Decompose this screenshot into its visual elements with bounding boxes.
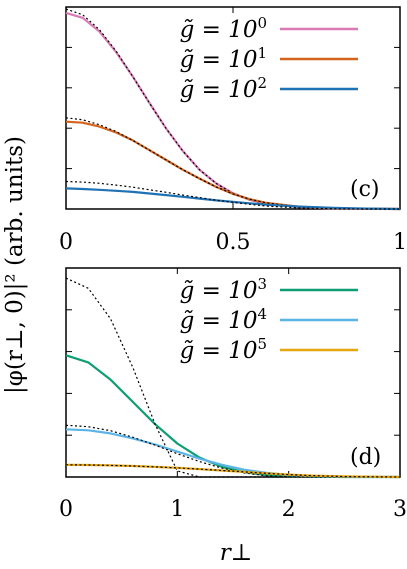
x-tick-label: 1 bbox=[170, 497, 184, 522]
panel-label: (d) bbox=[350, 445, 381, 470]
x-tick-label: 0 bbox=[59, 230, 73, 255]
legend-label: g̃ = 103 bbox=[180, 275, 267, 304]
y-axis-label: |φ(r⊥, 0)|² (arb. units) bbox=[2, 136, 28, 394]
legend-label: g̃ = 102 bbox=[180, 74, 267, 103]
panel-label: (c) bbox=[350, 177, 380, 202]
approx-line-5 bbox=[65, 464, 401, 478]
x-tick-label: 0 bbox=[59, 497, 73, 522]
approx-line-3 bbox=[65, 277, 400, 478]
legend-label: g̃ = 104 bbox=[180, 305, 267, 334]
legend-label: g̃ = 101 bbox=[180, 44, 267, 73]
approx-line-4 bbox=[65, 424, 400, 478]
x-axis-label: r⊥ bbox=[220, 540, 253, 566]
series-line-2 bbox=[65, 187, 401, 211]
legend-label: g̃ = 105 bbox=[180, 335, 267, 364]
legend-label: g̃ = 100 bbox=[180, 14, 267, 43]
approx-line-1 bbox=[65, 117, 401, 210]
x-tick-label: 2 bbox=[282, 497, 296, 522]
x-tick-label: 3 bbox=[393, 497, 407, 522]
x-tick-label: 1 bbox=[393, 230, 407, 255]
x-tick-label: 0.5 bbox=[216, 230, 251, 255]
